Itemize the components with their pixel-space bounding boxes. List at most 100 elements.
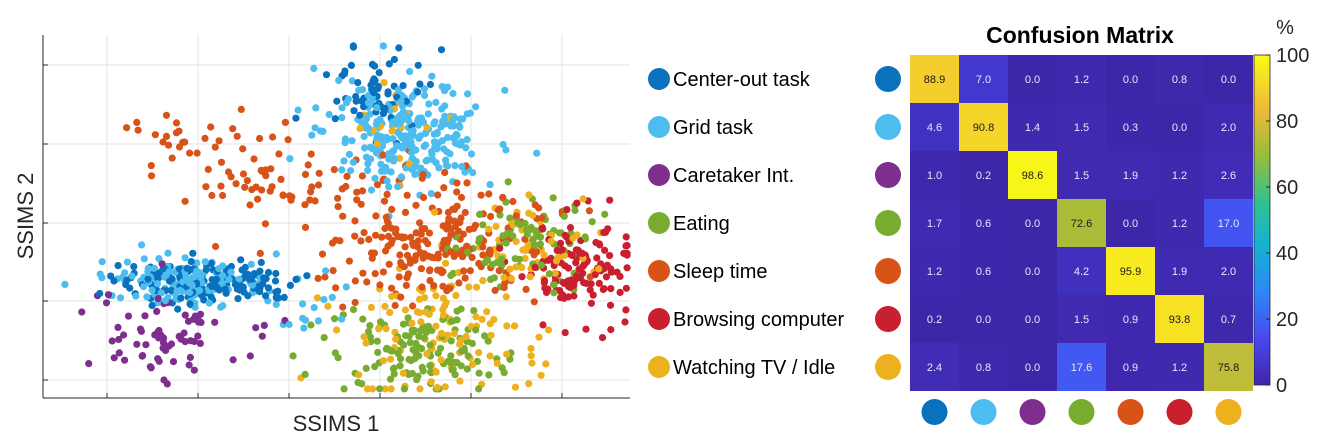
scatter-point — [570, 278, 578, 286]
matrix-cell-value: 1.2 — [1172, 362, 1187, 374]
scatter-point — [381, 385, 389, 393]
scatter-point — [530, 298, 538, 306]
scatter-point — [392, 116, 400, 124]
matrix-cell-value: 1.9 — [1123, 170, 1138, 182]
scatter-point — [465, 283, 473, 291]
scatter-point — [579, 269, 587, 277]
scatter-point — [301, 170, 310, 178]
scatter-point — [331, 115, 339, 123]
scatter-point — [412, 229, 420, 237]
scatter-point — [339, 212, 347, 220]
scatter-point — [186, 353, 194, 361]
matrix-cell — [1008, 247, 1057, 295]
scatter-point — [185, 361, 193, 369]
scatter-point — [286, 281, 294, 289]
scatter-point — [569, 234, 577, 242]
scatter-point — [248, 275, 256, 283]
scatter-point — [162, 132, 171, 140]
scatter-point — [227, 268, 235, 276]
matrix-cell — [1155, 151, 1204, 199]
scatter-point — [134, 126, 142, 134]
scatter-point — [413, 238, 421, 246]
scatter-point — [386, 308, 394, 317]
scatter-point — [600, 285, 608, 293]
scatter-point — [518, 273, 526, 281]
scatter-ticks — [43, 64, 563, 398]
scatter-point — [616, 288, 624, 296]
scatter-point — [388, 205, 396, 213]
scatter-point — [448, 366, 456, 374]
scatter-point — [509, 232, 517, 240]
scatter-point — [147, 162, 155, 170]
scatter-point — [459, 115, 467, 123]
scatter-point — [464, 352, 472, 360]
scatter-point — [120, 331, 128, 339]
matrix-cell-value: 98.6 — [1022, 170, 1043, 182]
scatter-point — [579, 195, 587, 203]
scatter-point — [364, 328, 373, 336]
scatter-point — [310, 304, 318, 312]
scatter-point — [314, 317, 322, 325]
scatter-point — [398, 261, 406, 269]
scatter-point — [367, 249, 376, 257]
scatter-point — [452, 291, 460, 300]
colorbar-tick-label: 60 — [1276, 177, 1298, 199]
matrix-cell-value: 0.9 — [1123, 314, 1138, 326]
scatter-point — [485, 225, 493, 233]
legend-marker — [648, 68, 670, 90]
scatter-point — [485, 190, 493, 198]
scatter-point — [394, 233, 402, 241]
scatter-point — [408, 93, 416, 101]
scatter-point — [392, 335, 400, 343]
scatter-point — [347, 61, 355, 69]
scatter-point — [358, 172, 366, 180]
scatter-point — [142, 341, 150, 349]
scatter-point — [440, 145, 448, 153]
scatter-point — [409, 346, 417, 354]
scatter-point — [349, 42, 357, 50]
scatter-point — [417, 327, 425, 335]
scatter-point — [561, 329, 569, 337]
scatter-point — [387, 385, 395, 393]
scatter-point — [233, 132, 241, 140]
scatter-point — [403, 251, 412, 259]
scatter-point — [348, 137, 356, 145]
legend-marker — [648, 356, 670, 378]
scatter-point — [451, 162, 459, 170]
scatter-point — [351, 277, 359, 285]
scatter-point — [196, 339, 204, 347]
scatter-point — [260, 321, 268, 329]
scatter-point — [207, 259, 215, 268]
scatter-point — [387, 168, 395, 176]
scatter-point — [419, 118, 428, 126]
scatter-point — [511, 255, 519, 263]
scatter-point — [449, 89, 457, 98]
scatter-point — [384, 232, 393, 240]
matrix-cell-value: 1.2 — [1172, 218, 1187, 230]
scatter-point — [547, 237, 555, 245]
scatter-point — [218, 272, 227, 280]
scatter-point — [144, 275, 152, 283]
scatter-point — [456, 123, 464, 131]
scatter-point — [466, 109, 474, 117]
matrix-cell-value: 0.0 — [1025, 218, 1040, 230]
scatter-point — [271, 277, 280, 285]
scatter-point — [176, 286, 184, 295]
scatter-point — [246, 201, 254, 209]
scatter-point — [440, 184, 448, 192]
scatter-point — [124, 312, 133, 320]
scatter-point — [153, 280, 161, 288]
scatter-point — [181, 311, 189, 319]
scatter-point — [132, 292, 140, 300]
scatter-point — [432, 368, 440, 376]
scatter-point — [325, 110, 333, 119]
scatter-point — [212, 242, 220, 251]
matrix-cell-value: 90.8 — [973, 122, 994, 134]
matrix-cell-value: 0.0 — [1172, 122, 1187, 134]
scatter-point — [405, 332, 413, 340]
scatter-point — [407, 357, 415, 365]
scatter-point — [420, 334, 428, 342]
scatter-point — [183, 264, 191, 272]
matrix-cell — [1057, 295, 1106, 343]
scatter-point — [353, 196, 361, 204]
